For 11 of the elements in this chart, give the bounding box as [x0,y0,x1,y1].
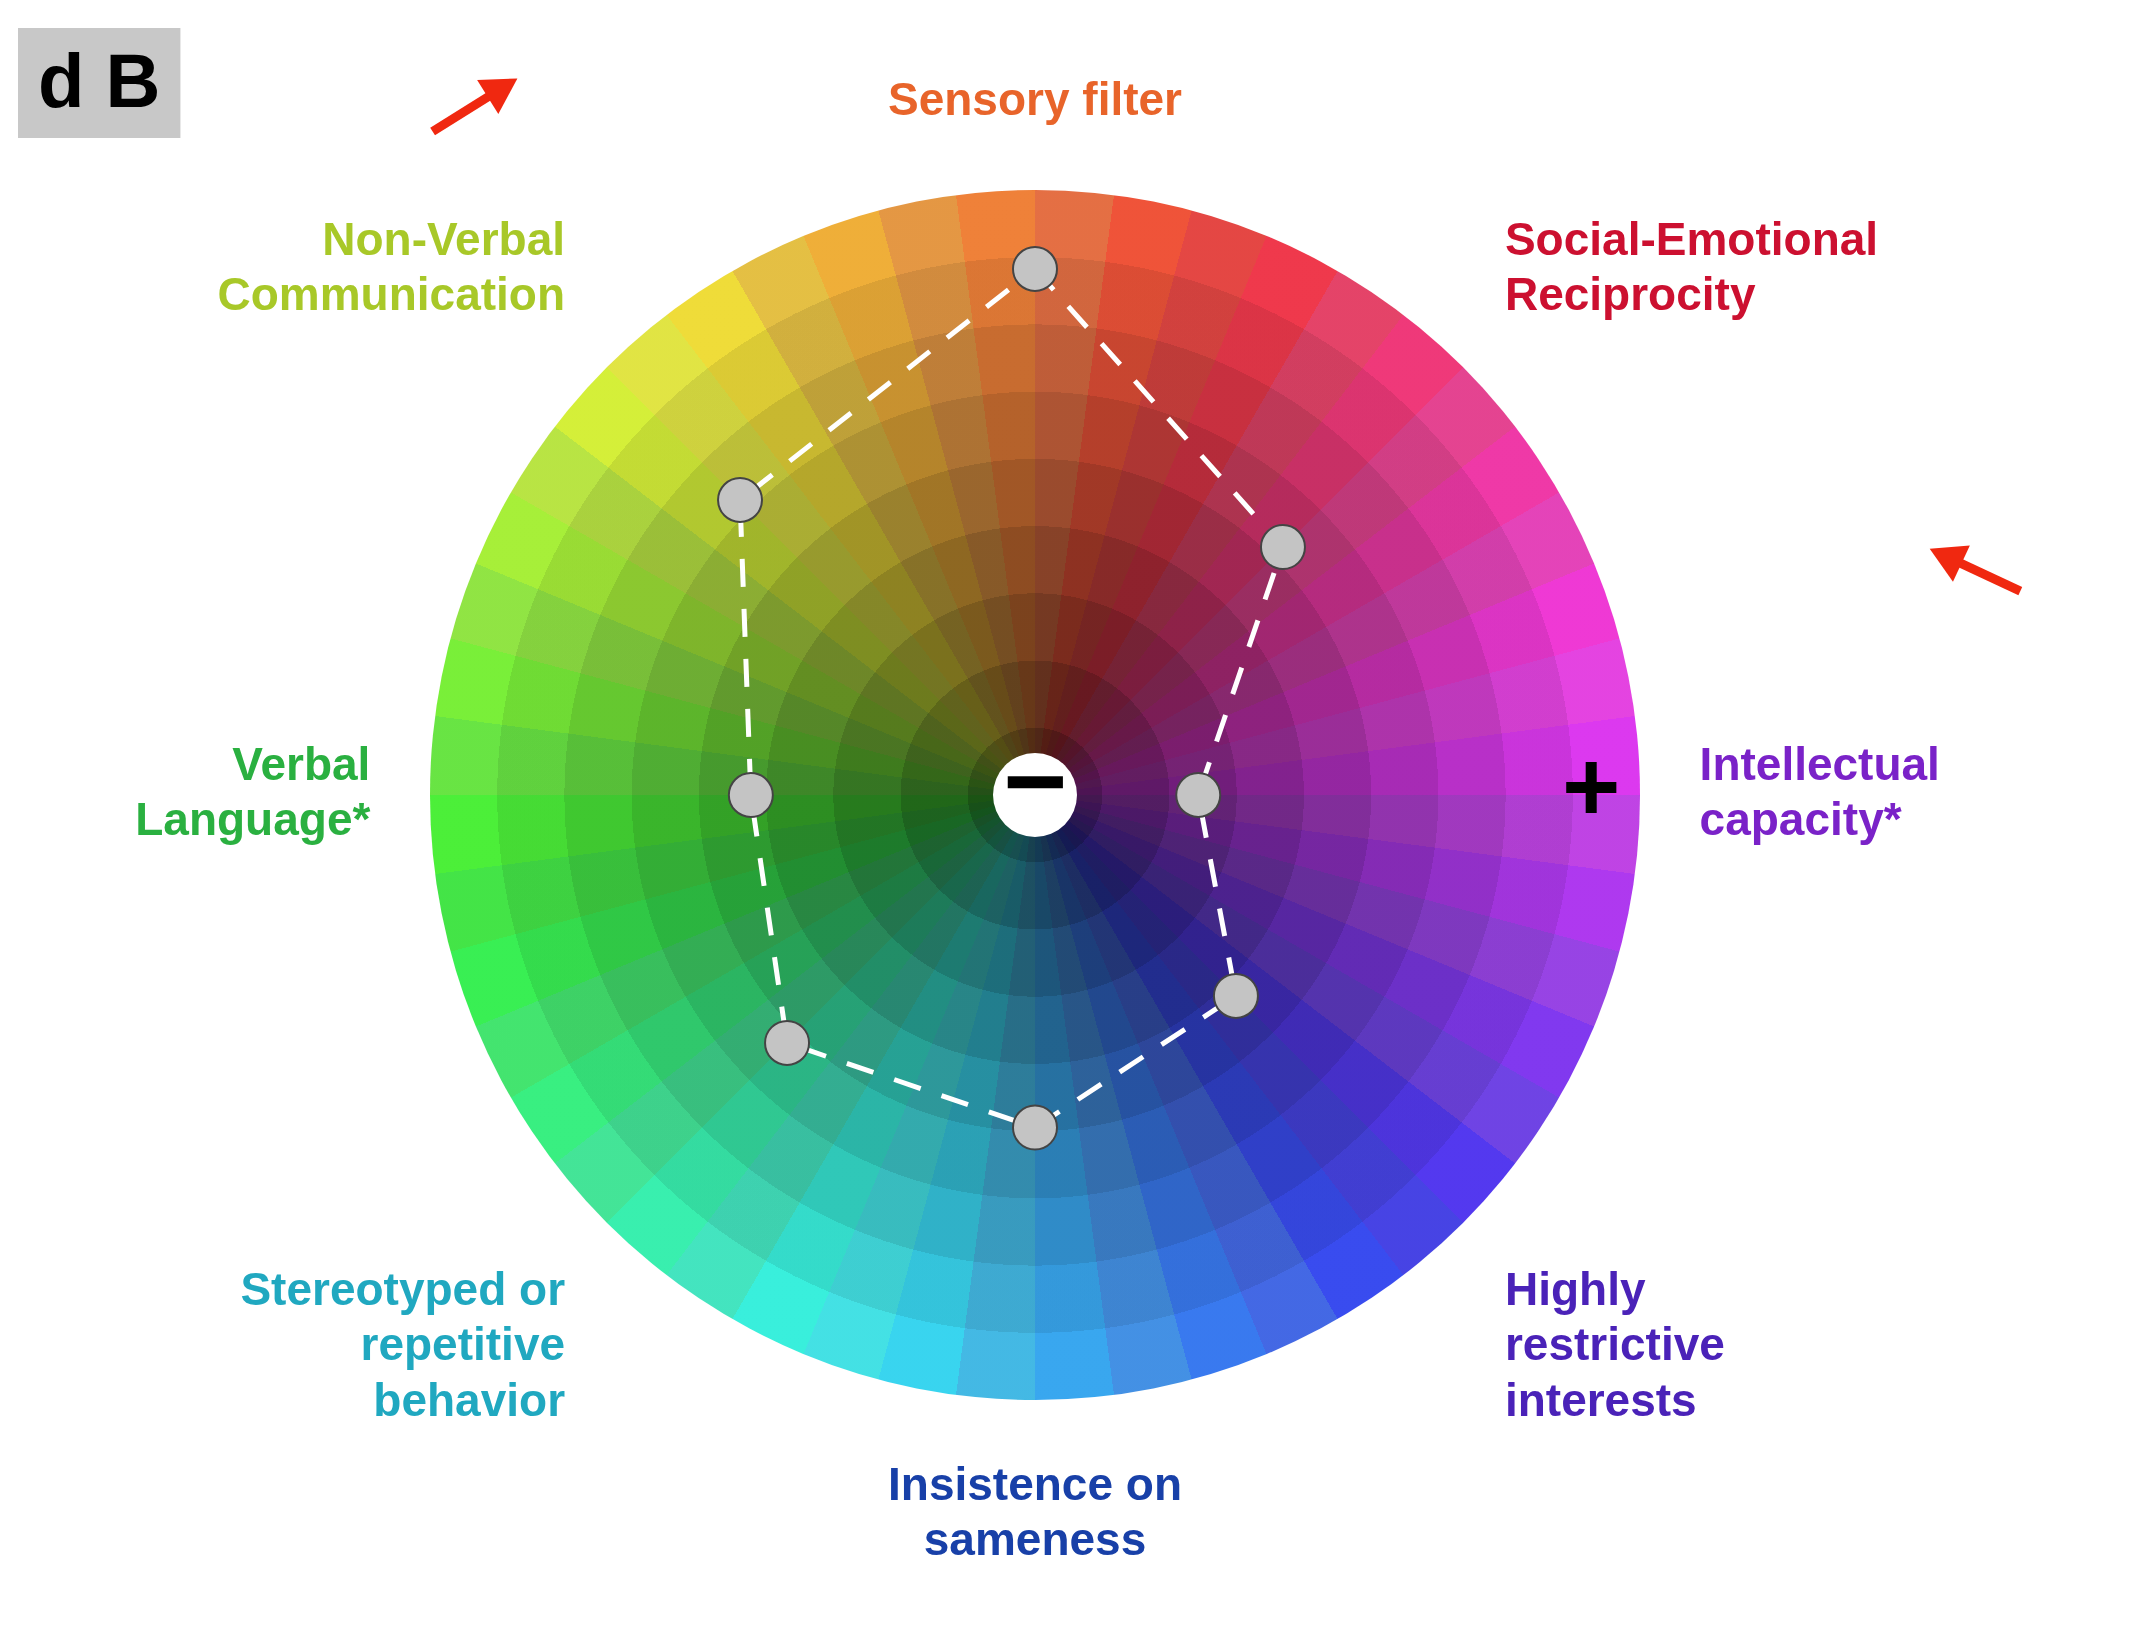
spoke-label: Non-Verbal Communication [217,212,566,321]
spoke-label: Verbal Language* [135,738,371,846]
spoke-label: Highly restrictive interests [1504,1263,1725,1426]
text: − [1002,719,1068,843]
spoke-label: Insistence on sameness [888,1457,1182,1566]
spoke-label: Social-Emotional Reciprocity [1504,212,1879,321]
text: d B [38,37,161,123]
spoke-label: Intellectual capacity* [1699,738,1940,846]
text: + [1562,729,1621,842]
spoke-label: Sensory filter [888,73,1183,126]
spoke-label: Stereotyped or repetitive behavior [240,1263,566,1426]
